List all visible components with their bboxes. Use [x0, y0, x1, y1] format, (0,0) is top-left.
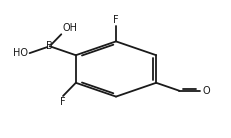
Text: HO: HO [13, 48, 28, 58]
Text: O: O [202, 86, 209, 96]
Text: F: F [60, 97, 66, 107]
Text: B: B [46, 41, 53, 51]
Text: F: F [113, 15, 118, 25]
Text: OH: OH [62, 23, 77, 33]
